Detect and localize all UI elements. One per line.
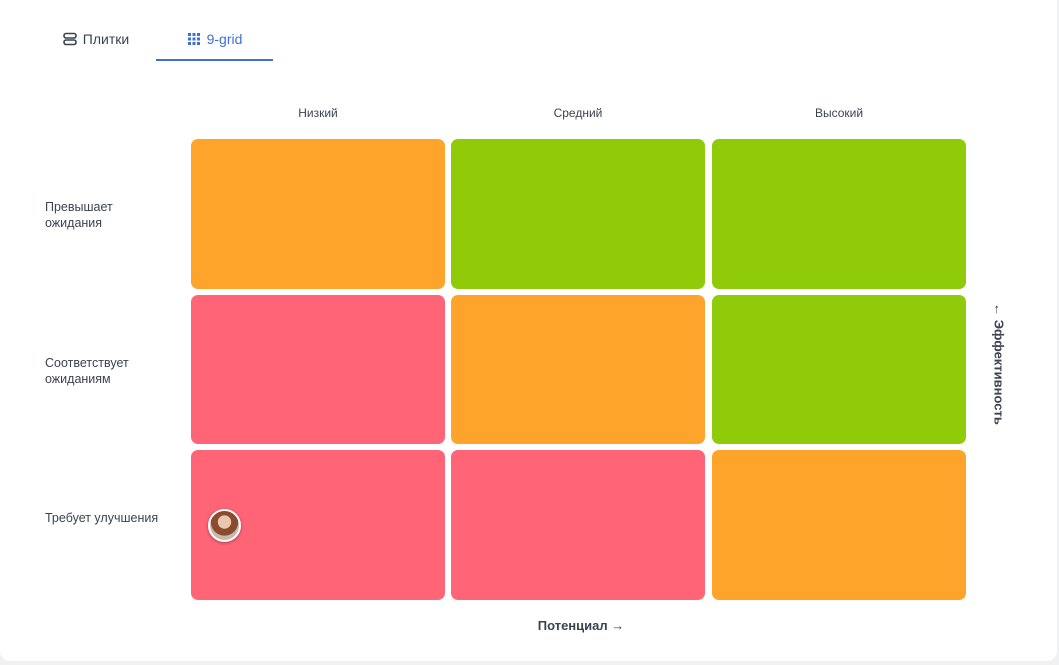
tab-tiles-label: Плитки	[82, 30, 130, 47]
employee-avatar[interactable]	[208, 509, 241, 542]
grid-cell-1-2[interactable]	[451, 139, 705, 289]
row-header-exceeds: Превышает ожидания	[45, 200, 113, 230]
potential-axis-label: Потенциал →	[537, 618, 625, 633]
column-header-low: Низкий	[298, 106, 338, 120]
row-header-meets: Соответствует ожиданиям	[45, 356, 129, 386]
row-header-needs-improvement: Требует улучшения	[45, 511, 159, 525]
column-header-high: Высокий	[814, 106, 864, 120]
grid-icon	[187, 32, 201, 46]
grid-cell-3-2[interactable]	[451, 450, 705, 600]
grid-cell-2-3[interactable]	[712, 295, 966, 444]
view-tabs: Плитки 9-grid	[36, 18, 273, 61]
tab-9-grid[interactable]: 9-grid	[156, 18, 273, 61]
tab-9-grid-label: 9-grid	[206, 30, 243, 47]
grid-cell-1-3[interactable]	[712, 139, 966, 289]
grid-cell-1-1[interactable]	[191, 139, 445, 289]
grid-cell-3-3[interactable]	[712, 450, 966, 600]
column-header-medium: Средний	[553, 106, 603, 120]
grid-cell-3-1[interactable]	[191, 450, 445, 600]
performance-axis-label: ← Эффективность	[991, 303, 1007, 425]
tab-tiles[interactable]: Плитки	[36, 18, 156, 61]
grid-cell-2-1[interactable]	[191, 295, 445, 444]
grid-cell-2-2[interactable]	[451, 295, 705, 444]
tiles-icon	[62, 32, 77, 46]
